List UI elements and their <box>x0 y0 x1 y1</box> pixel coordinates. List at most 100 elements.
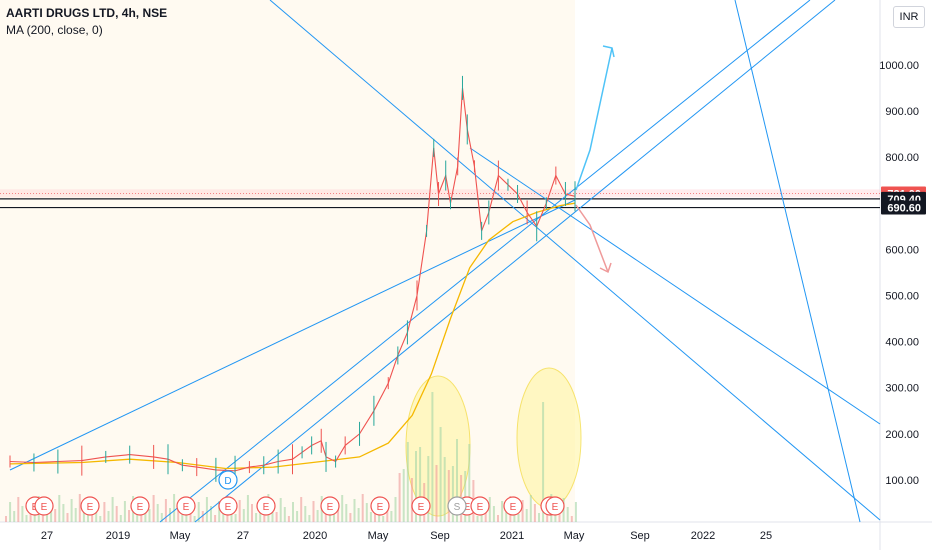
earnings-marker[interactable] <box>370 496 390 516</box>
earnings-marker[interactable] <box>80 496 100 516</box>
earnings-marker[interactable] <box>176 496 196 516</box>
volume-bar <box>275 512 278 522</box>
volume-bar <box>58 495 61 522</box>
descending-trendline <box>269 0 881 521</box>
y-tick-label: 600.00 <box>885 244 919 256</box>
volume-bar <box>574 502 577 522</box>
currency-button[interactable]: INR <box>893 6 925 28</box>
earnings-marker-label: E <box>327 502 334 513</box>
dividend-marker[interactable] <box>447 496 467 516</box>
dividend-marker[interactable] <box>218 470 238 490</box>
volume-bar <box>447 470 450 522</box>
volume-bar <box>95 507 98 522</box>
volume-bar <box>439 427 442 522</box>
volume-bar <box>287 516 290 522</box>
earnings-marker[interactable] <box>411 496 431 516</box>
volume-bar <box>292 502 294 522</box>
descending-trendline-steep <box>734 0 861 523</box>
volume-bar <box>402 469 405 522</box>
bullish-projection-arrow <box>575 47 613 191</box>
price-label: 690.60 <box>887 203 921 215</box>
volume-bar <box>156 504 159 522</box>
volume-bar <box>181 512 184 522</box>
y-tick-label: 1000.00 <box>879 60 919 72</box>
volume-bar <box>558 512 561 522</box>
volume-bar <box>443 457 446 522</box>
earnings-marker[interactable] <box>470 496 490 516</box>
volume-bar <box>222 510 225 522</box>
volume-bar <box>279 498 282 522</box>
volume-bar <box>501 501 504 522</box>
volume-bar <box>398 473 401 522</box>
volume-bar <box>214 515 217 522</box>
volume-bar <box>570 516 573 522</box>
volume-bar <box>111 497 114 522</box>
volume-bar <box>410 478 413 522</box>
earnings-marker[interactable] <box>34 496 54 516</box>
volume-bar <box>312 501 315 522</box>
x-tick-label: 25 <box>760 530 772 542</box>
bearish-projection-arrow <box>575 204 609 273</box>
volume-bar <box>341 495 344 522</box>
earnings-marker[interactable] <box>256 496 276 516</box>
earnings-marker[interactable] <box>503 496 523 516</box>
volume-bar <box>234 514 237 522</box>
earnings-marker[interactable] <box>130 496 150 516</box>
earnings-marker-label: E <box>41 502 48 513</box>
dividend-marker-label: S <box>454 502 461 513</box>
volume-bar <box>148 509 151 522</box>
earnings-marker[interactable] <box>320 496 340 516</box>
ascending-trendline-upper <box>194 0 836 523</box>
earnings-marker[interactable] <box>218 496 238 516</box>
volume-bar <box>345 504 348 522</box>
volume-bar <box>123 501 126 522</box>
volume-bar <box>246 495 249 522</box>
bearish-arrowhead <box>599 262 612 274</box>
volume-bar <box>349 513 352 522</box>
x-tick-label: May <box>368 530 389 542</box>
history-shade <box>0 0 575 522</box>
x-tick-label: 27 <box>237 530 249 542</box>
y-tick-label: 100.00 <box>885 475 919 487</box>
volume-bar <box>169 508 171 522</box>
earnings-marker[interactable] <box>545 496 565 516</box>
x-tick-label: 2022 <box>691 530 715 542</box>
y-tick-label: 500.00 <box>885 290 919 302</box>
volume-bar <box>164 499 167 522</box>
volume-bar <box>74 508 77 522</box>
volume-bar <box>533 504 536 522</box>
y-tick-label: 800.00 <box>885 152 919 164</box>
volume-bar <box>308 515 311 522</box>
earnings-marker-label: E <box>225 502 232 513</box>
volume-bar <box>78 494 81 522</box>
volume-bar <box>218 501 221 522</box>
volume-bar <box>497 515 499 522</box>
symbol-title[interactable]: AARTI DRUGS LTD, 4h, NSE <box>6 6 168 20</box>
x-tick-label: Sep <box>630 530 650 542</box>
volume-bar <box>99 516 102 522</box>
highlight-ellipse <box>516 367 582 509</box>
earnings-marker-label: E <box>552 502 559 513</box>
x-tick-label: 2019 <box>106 530 130 542</box>
volume-bar <box>394 497 397 522</box>
price-band <box>0 189 880 198</box>
volume-bar <box>435 465 438 522</box>
volume-bar <box>5 516 7 522</box>
volume-bar <box>283 507 286 522</box>
volume-bar <box>201 511 204 522</box>
volume-bar <box>316 510 319 522</box>
volume-bar <box>17 497 20 522</box>
indicator-label[interactable]: MA (200, close, 0) <box>6 23 103 37</box>
y-tick-label: 900.00 <box>885 106 919 118</box>
volume-bar <box>13 511 16 522</box>
volume-bar <box>542 402 545 522</box>
volume-bar <box>173 494 176 522</box>
volume-bar <box>177 503 180 522</box>
y-tick-label: 200.00 <box>885 429 919 441</box>
earnings-marker-label: E <box>137 502 144 513</box>
volume-bar <box>46 514 48 522</box>
volume-bar <box>304 506 307 522</box>
earnings-marker-label: E <box>377 502 384 513</box>
